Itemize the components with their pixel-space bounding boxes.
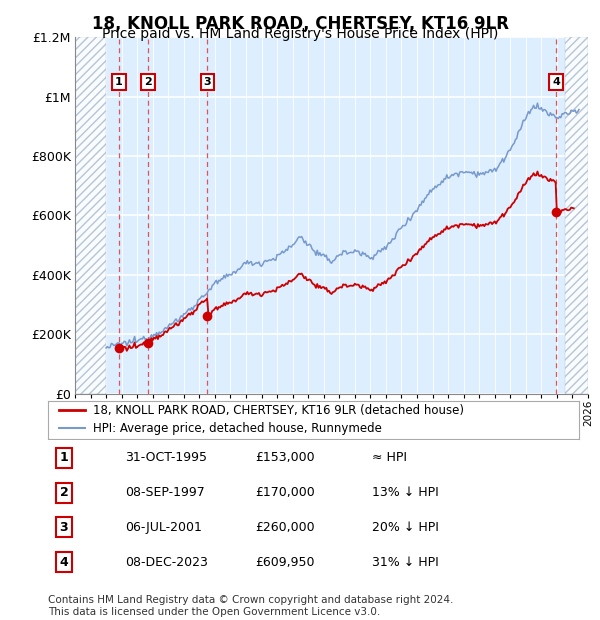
Text: 4: 4 bbox=[59, 556, 68, 569]
Text: £609,950: £609,950 bbox=[255, 556, 314, 569]
Text: Contains HM Land Registry data © Crown copyright and database right 2024.
This d: Contains HM Land Registry data © Crown c… bbox=[48, 595, 454, 617]
Text: 08-SEP-1997: 08-SEP-1997 bbox=[125, 486, 205, 499]
Text: ≈ HPI: ≈ HPI bbox=[372, 451, 407, 464]
Text: 18, KNOLL PARK ROAD, CHERTSEY, KT16 9LR: 18, KNOLL PARK ROAD, CHERTSEY, KT16 9LR bbox=[91, 16, 509, 33]
Text: £153,000: £153,000 bbox=[255, 451, 315, 464]
Bar bbox=[565, 37, 588, 394]
Text: £260,000: £260,000 bbox=[255, 521, 315, 534]
Text: Price paid vs. HM Land Registry's House Price Index (HPI): Price paid vs. HM Land Registry's House … bbox=[102, 27, 498, 42]
Text: 3: 3 bbox=[59, 521, 68, 534]
Bar bbox=[75, 37, 106, 394]
Text: 2: 2 bbox=[59, 486, 68, 499]
Text: 2: 2 bbox=[144, 77, 152, 87]
Text: 08-DEC-2023: 08-DEC-2023 bbox=[125, 556, 208, 569]
Text: 1: 1 bbox=[115, 77, 123, 87]
Text: 18, KNOLL PARK ROAD, CHERTSEY, KT16 9LR (detached house): 18, KNOLL PARK ROAD, CHERTSEY, KT16 9LR … bbox=[93, 404, 464, 417]
Text: 13% ↓ HPI: 13% ↓ HPI bbox=[372, 486, 439, 499]
Text: £170,000: £170,000 bbox=[255, 486, 315, 499]
Text: 31-OCT-1995: 31-OCT-1995 bbox=[125, 451, 207, 464]
Text: 1: 1 bbox=[59, 451, 68, 464]
Text: 06-JUL-2001: 06-JUL-2001 bbox=[125, 521, 202, 534]
Text: 3: 3 bbox=[203, 77, 211, 87]
Text: HPI: Average price, detached house, Runnymede: HPI: Average price, detached house, Runn… bbox=[93, 422, 382, 435]
Text: 4: 4 bbox=[552, 77, 560, 87]
Text: 20% ↓ HPI: 20% ↓ HPI bbox=[372, 521, 439, 534]
Text: 31% ↓ HPI: 31% ↓ HPI bbox=[372, 556, 439, 569]
